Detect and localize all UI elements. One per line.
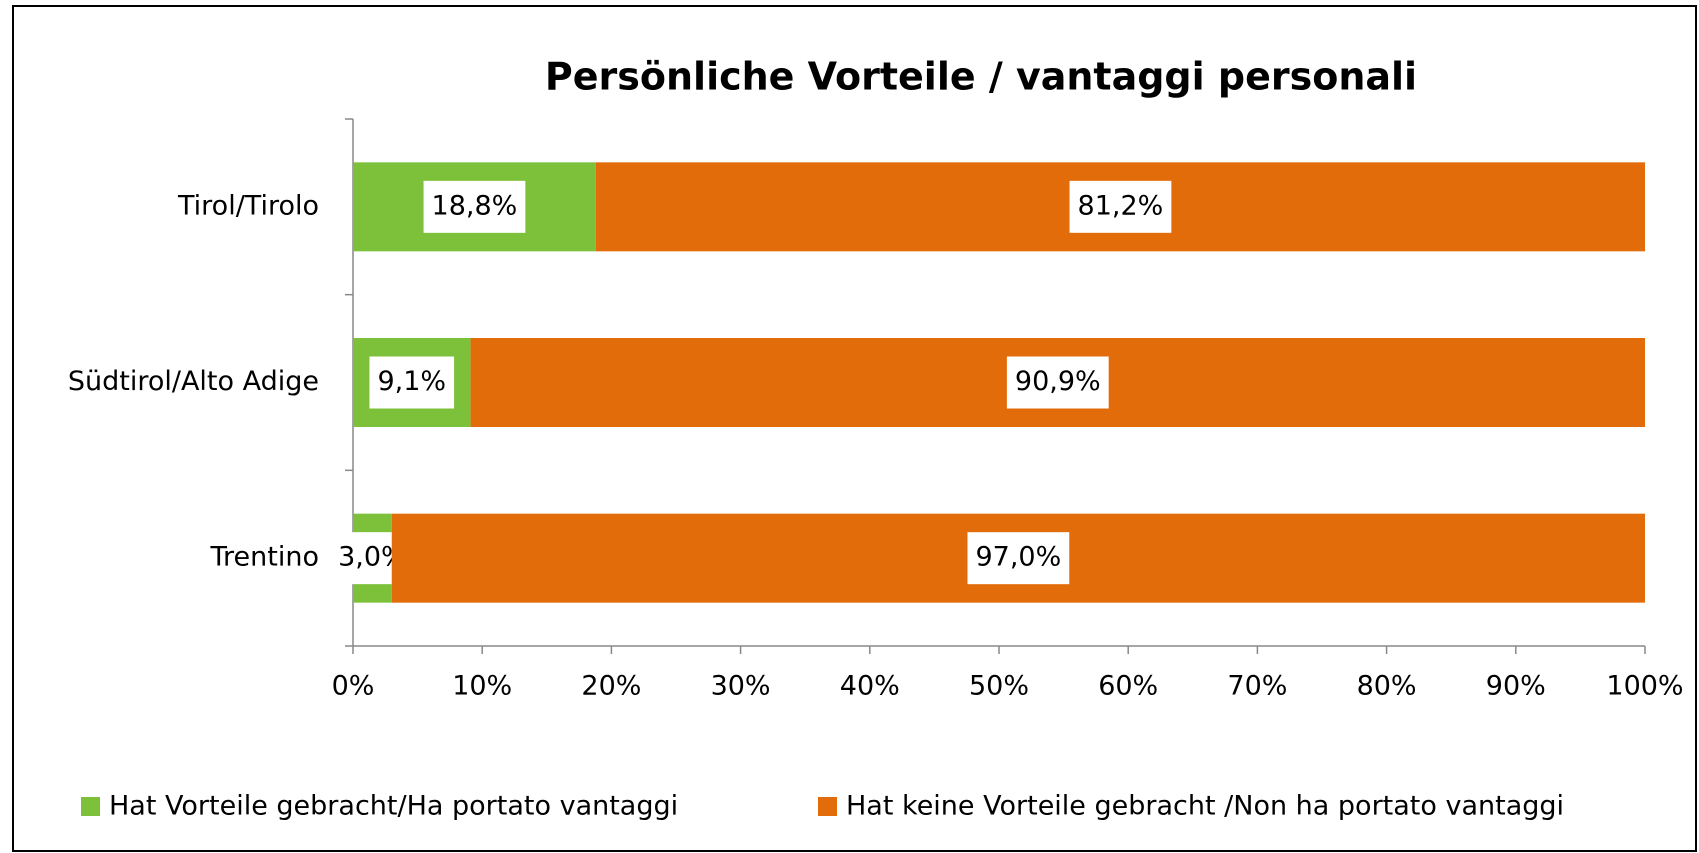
chart-frame [12, 5, 1697, 852]
data-label: 90,9% [1015, 366, 1101, 397]
legend-swatch [818, 797, 837, 816]
legend-swatch [81, 797, 100, 816]
legend-label: Hat keine Vorteile gebracht /Non ha port… [846, 791, 1564, 822]
x-tick-label: 30% [711, 671, 771, 702]
x-tick-label: 40% [840, 671, 900, 702]
x-tick-label: 80% [1357, 671, 1417, 702]
data-label: 18,8% [432, 190, 518, 221]
data-label-bg [369, 356, 455, 409]
data-label: 97,0% [975, 542, 1061, 573]
x-tick-label: 100% [1606, 671, 1683, 702]
x-tick-label: 0% [332, 671, 375, 702]
chart-title: Persönliche Vorteile / vantaggi personal… [545, 55, 1417, 99]
category-label: Südtirol/Alto Adige [68, 366, 319, 397]
x-tick-label: 20% [581, 671, 641, 702]
data-label-bg [1006, 356, 1109, 409]
category-label: Trentino [210, 542, 319, 573]
data-label-bg [423, 180, 526, 233]
x-tick-label: 60% [1098, 671, 1158, 702]
x-tick-label: 10% [452, 671, 512, 702]
data-label: 9,1% [377, 366, 446, 397]
legend-label: Hat Vorteile gebracht/Ha portato vantagg… [109, 791, 678, 822]
x-tick-label: 50% [969, 671, 1029, 702]
data-label-bg [967, 532, 1070, 585]
data-label-bg [1069, 180, 1172, 233]
x-tick-label: 90% [1486, 671, 1546, 702]
data-label: 81,2% [1078, 190, 1164, 221]
category-label: Tirol/Tirolo [177, 190, 319, 221]
x-tick-label: 70% [1227, 671, 1287, 702]
